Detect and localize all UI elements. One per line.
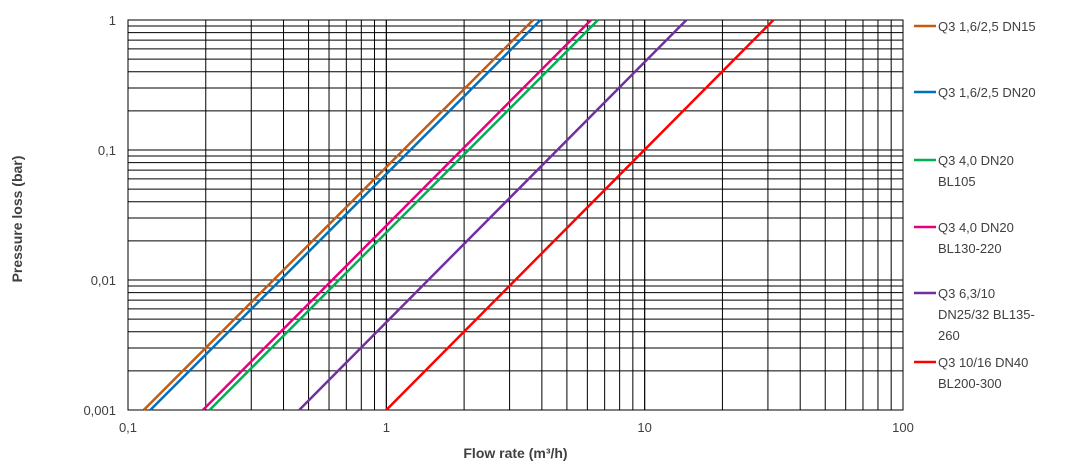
y-tick-label: 0,01 [91, 273, 116, 288]
x-tick-label: 1 [383, 420, 390, 435]
y-axis-title: Pressure loss (bar) [9, 156, 25, 283]
series-line [385, 19, 775, 411]
x-tick-label: 100 [892, 420, 914, 435]
y-tick-label: 0,001 [83, 403, 116, 418]
series-line [149, 19, 542, 411]
series-line [142, 19, 534, 411]
x-axis-title: Flow rate (m³/h) [463, 445, 567, 461]
legend-label: 260 [938, 328, 960, 343]
legend-label: Q3 1,6/2,5 DN20 [938, 85, 1036, 100]
legend-label: BL200-300 [938, 376, 1002, 391]
legend-label: Q3 4,0 DN20 [938, 220, 1014, 235]
legend-label: Q3 1,6/2,5 DN15 [938, 19, 1036, 34]
legend-label: Q3 10/16 DN40 [938, 355, 1028, 370]
y-tick-label: 1 [109, 13, 116, 28]
legend-label: Q3 4,0 DN20 [938, 153, 1014, 168]
series-line [202, 19, 592, 411]
x-tick-label: 10 [637, 420, 651, 435]
legend-label: BL105 [938, 174, 976, 189]
legend-label: Q3 6,3/10 [938, 286, 995, 301]
legend-label: DN25/32 BL135- [938, 307, 1035, 322]
y-tick-label: 0,1 [98, 143, 116, 158]
plot-area-border [127, 19, 904, 411]
series-line [298, 19, 688, 411]
x-tick-label: 0,1 [119, 420, 137, 435]
y-gridlines [128, 19, 903, 411]
x-gridlines [127, 20, 904, 410]
series-line [208, 19, 599, 411]
legend-label: BL130-220 [938, 241, 1002, 256]
